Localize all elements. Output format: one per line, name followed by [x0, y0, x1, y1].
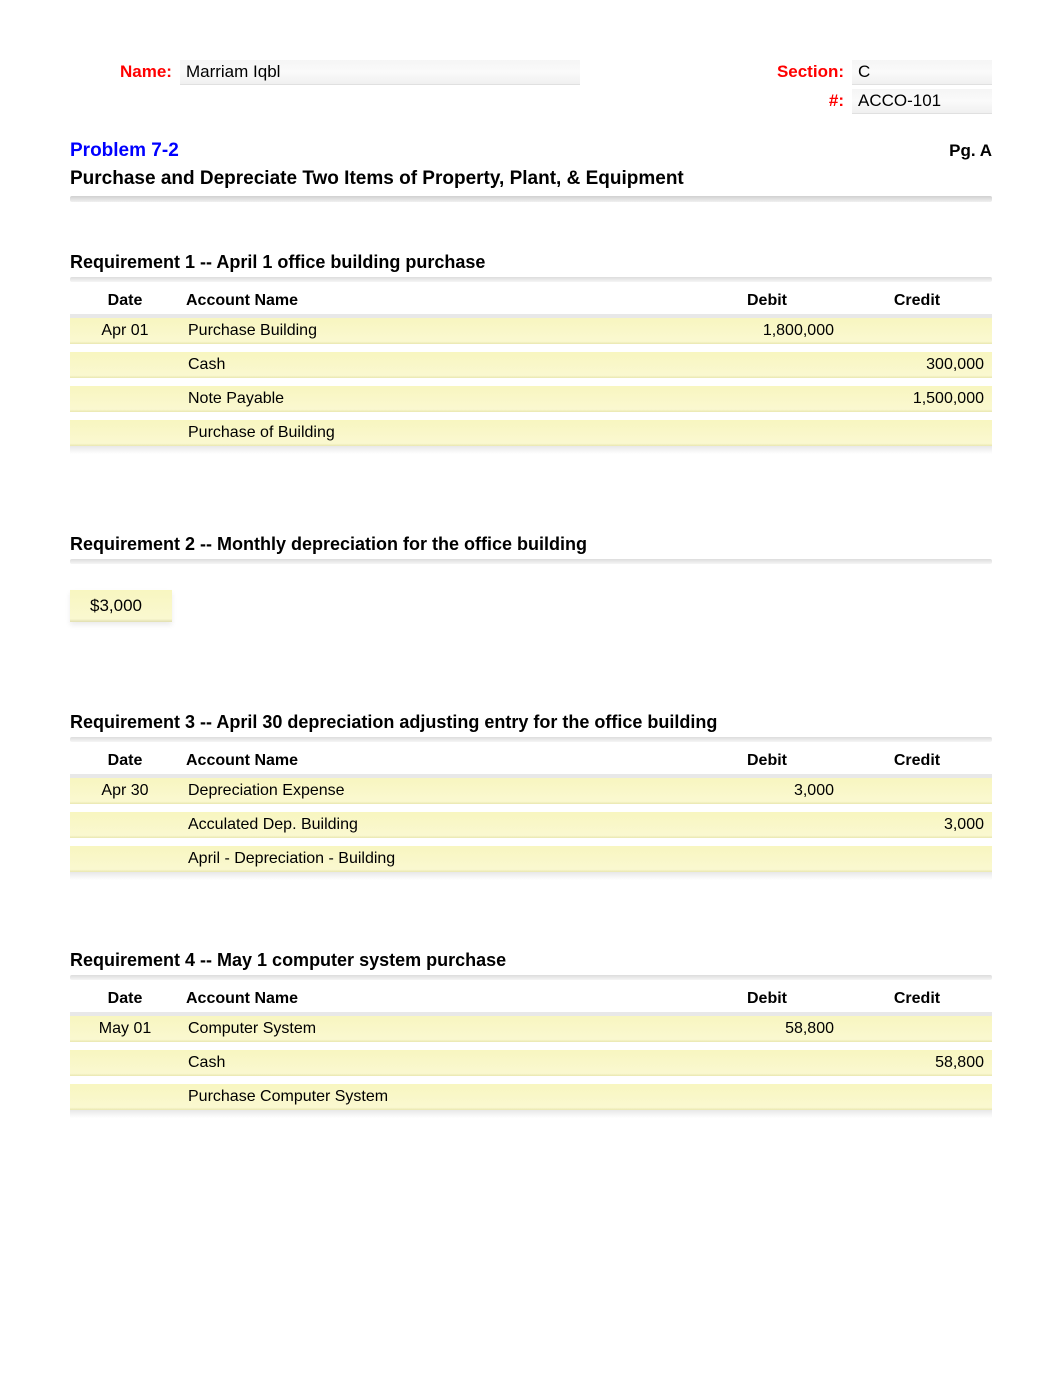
col-debit-header: Debit: [692, 748, 842, 776]
cell-date[interactable]: [70, 420, 180, 446]
cell-account[interactable]: April - Depreciation - Building: [180, 846, 692, 872]
cell-account[interactable]: Note Payable: [180, 386, 692, 412]
cell-debit[interactable]: [692, 1084, 842, 1110]
col-date-header: Date: [70, 986, 180, 1014]
header: Name: Marriam Iqbl Section: C #: ACCO-10…: [70, 60, 992, 114]
col-debit-header: Debit: [692, 986, 842, 1014]
number-input[interactable]: ACCO-101: [852, 89, 992, 114]
table-row: Apr 30 Depreciation Expense 3,000: [70, 776, 992, 804]
cell-credit[interactable]: [842, 776, 992, 804]
journal-table-1: Date Account Name Debit Credit Apr 01 Pu…: [70, 288, 992, 454]
requirement-3: Requirement 3 -- April 30 depreciation a…: [70, 712, 992, 880]
cell-date[interactable]: [70, 386, 180, 412]
section-label: Section:: [767, 62, 852, 82]
cell-date[interactable]: May 01: [70, 1014, 180, 1042]
name-input[interactable]: Marriam Iqbl: [180, 60, 580, 85]
cell-credit[interactable]: [842, 420, 992, 446]
col-date-header: Date: [70, 288, 180, 316]
cell-debit[interactable]: 58,800: [692, 1014, 842, 1042]
table-row: April - Depreciation - Building: [70, 846, 992, 872]
requirement-4: Requirement 4 -- May 1 computer system p…: [70, 950, 992, 1118]
cell-credit[interactable]: 1,500,000: [842, 386, 992, 412]
cell-debit[interactable]: [692, 386, 842, 412]
divider: [70, 737, 992, 742]
name-label: Name:: [120, 62, 180, 82]
cell-account[interactable]: Purchase Building: [180, 316, 692, 344]
col-account-header: Account Name: [180, 748, 692, 776]
req2-value[interactable]: $3,000: [70, 590, 172, 622]
number-label: #:: [767, 91, 852, 111]
req3-title: Requirement 3 -- April 30 depreciation a…: [70, 712, 992, 733]
journal-table-3: Date Account Name Debit Credit Apr 30 De…: [70, 748, 992, 880]
req2-title: Requirement 2 -- Monthly depreciation fo…: [70, 534, 992, 555]
table-row: Purchase Computer System: [70, 1084, 992, 1110]
cell-credit[interactable]: [842, 316, 992, 344]
divider: [70, 559, 992, 564]
cell-credit[interactable]: 300,000: [842, 352, 992, 378]
cell-account[interactable]: Cash: [180, 352, 692, 378]
col-account-header: Account Name: [180, 986, 692, 1014]
problem-title: Problem 7-2: [70, 140, 179, 162]
table-row: Note Payable 1,500,000: [70, 386, 992, 412]
cell-debit[interactable]: 3,000: [692, 776, 842, 804]
divider: [70, 975, 992, 980]
cell-date[interactable]: Apr 01: [70, 316, 180, 344]
divider: [70, 196, 992, 202]
col-debit-header: Debit: [692, 288, 842, 316]
cell-account[interactable]: Depreciation Expense: [180, 776, 692, 804]
table-row: Purchase of Building: [70, 420, 992, 446]
problem-subtitle: Purchase and Depreciate Two Items of Pro…: [70, 168, 992, 190]
table-row: Cash 300,000: [70, 352, 992, 378]
col-credit-header: Credit: [842, 748, 992, 776]
cell-account[interactable]: Cash: [180, 1050, 692, 1076]
cell-date[interactable]: [70, 846, 180, 872]
cell-date[interactable]: [70, 352, 180, 378]
cell-date[interactable]: Apr 30: [70, 776, 180, 804]
col-account-header: Account Name: [180, 288, 692, 316]
cell-date[interactable]: [70, 812, 180, 838]
cell-credit[interactable]: [842, 1014, 992, 1042]
req1-title: Requirement 1 -- April 1 office building…: [70, 252, 992, 273]
cell-debit[interactable]: [692, 846, 842, 872]
cell-account[interactable]: Purchase of Building: [180, 420, 692, 446]
table-row: May 01 Computer System 58,800: [70, 1014, 992, 1042]
col-date-header: Date: [70, 748, 180, 776]
requirement-2: Requirement 2 -- Monthly depreciation fo…: [70, 534, 992, 622]
cell-account[interactable]: Purchase Computer System: [180, 1084, 692, 1110]
section-input[interactable]: C: [852, 60, 992, 85]
cell-debit[interactable]: 1,800,000: [692, 316, 842, 344]
journal-table-4: Date Account Name Debit Credit May 01 Co…: [70, 986, 992, 1118]
page-label: Pg. A: [949, 141, 992, 161]
cell-debit[interactable]: [692, 352, 842, 378]
cell-debit[interactable]: [692, 420, 842, 446]
cell-credit[interactable]: [842, 846, 992, 872]
requirement-1: Requirement 1 -- April 1 office building…: [70, 252, 992, 454]
cell-debit[interactable]: [692, 812, 842, 838]
table-row: Cash 58,800: [70, 1050, 992, 1076]
table-row: Apr 01 Purchase Building 1,800,000: [70, 316, 992, 344]
divider: [70, 277, 992, 282]
cell-credit[interactable]: 3,000: [842, 812, 992, 838]
cell-credit[interactable]: [842, 1084, 992, 1110]
cell-debit[interactable]: [692, 1050, 842, 1076]
col-credit-header: Credit: [842, 288, 992, 316]
col-credit-header: Credit: [842, 986, 992, 1014]
cell-credit[interactable]: 58,800: [842, 1050, 992, 1076]
cell-account[interactable]: Acculated Dep. Building: [180, 812, 692, 838]
cell-account[interactable]: Computer System: [180, 1014, 692, 1042]
problem-header: Problem 7-2 Pg. A: [70, 140, 992, 162]
cell-date[interactable]: [70, 1084, 180, 1110]
req4-title: Requirement 4 -- May 1 computer system p…: [70, 950, 992, 971]
cell-date[interactable]: [70, 1050, 180, 1076]
table-row: Acculated Dep. Building 3,000: [70, 812, 992, 838]
